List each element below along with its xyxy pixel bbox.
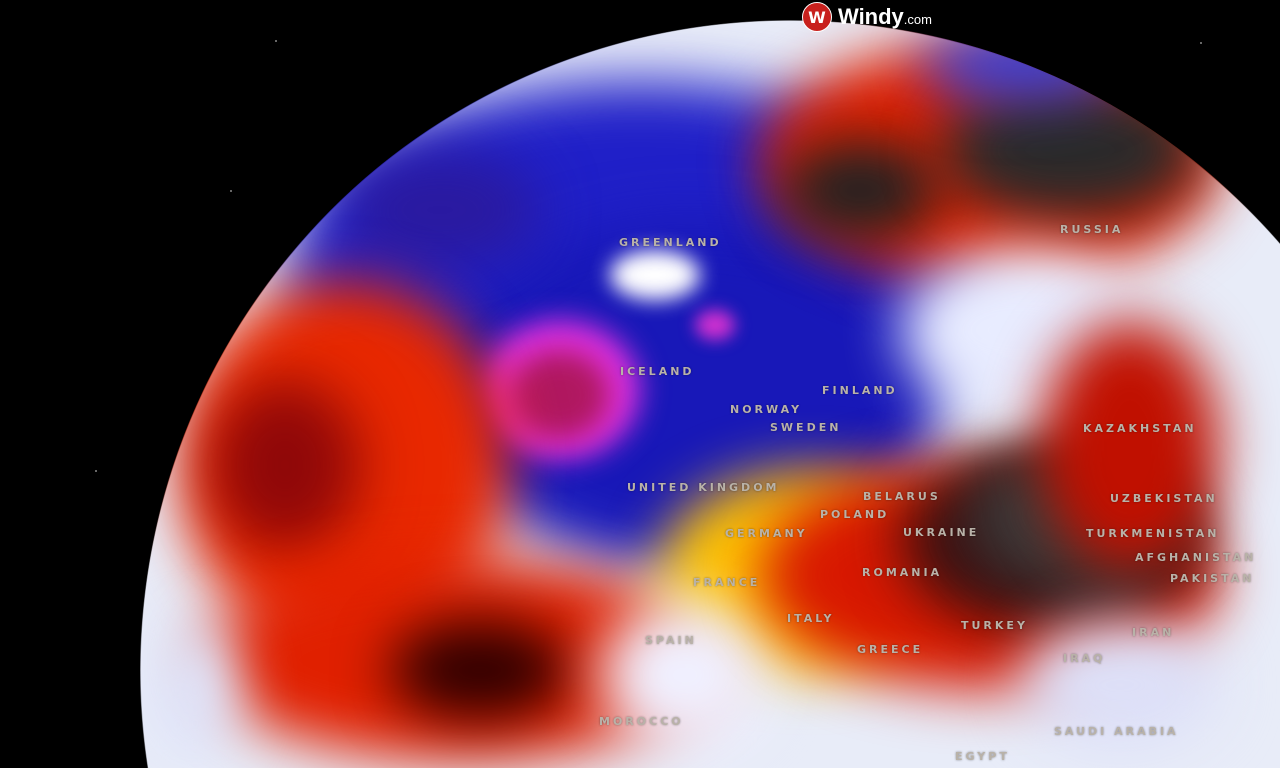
neutral-zone — [150, 620, 240, 760]
label-turkmenistan: TURKMENISTAN — [1086, 527, 1220, 540]
label-finland: FINLAND — [822, 384, 898, 397]
label-belarus: BELARUS — [863, 490, 941, 503]
cold-spot — [695, 310, 735, 340]
label-uzbekistan: UZBEKISTAN — [1110, 492, 1218, 505]
label-russia: RUSSIA — [1060, 223, 1124, 236]
label-morocco: MOROCCO — [599, 715, 684, 728]
label-turkey: TURKEY — [961, 619, 1028, 632]
neutral-zone — [600, 600, 770, 750]
label-poland: POLAND — [820, 508, 890, 521]
label-iraq: IRAQ — [1063, 652, 1106, 665]
star — [230, 190, 232, 192]
extreme-warm-anomaly — [780, 140, 940, 240]
windy-logo-icon: W — [802, 2, 832, 32]
brand-name-text: Windy — [838, 4, 904, 29]
cyclone-core — [510, 350, 610, 440]
extreme-warm-anomaly — [940, 80, 1200, 220]
label-pakistan: PAKISTAN — [1170, 572, 1255, 585]
label-italy: ITALY — [787, 612, 835, 625]
label-norway: NORWAY — [730, 403, 803, 416]
cold-anomaly — [340, 150, 540, 270]
label-egypt: EGYPT — [955, 750, 1010, 763]
warm-anomaly — [1040, 320, 1220, 570]
label-germany: GERMANY — [725, 527, 808, 540]
label-france: FRANCE — [693, 576, 761, 589]
brand-suffix: .com — [903, 12, 932, 27]
warm-anomaly — [210, 380, 360, 550]
cold-anomaly — [920, 30, 1120, 100]
label-united-kingdom: UNITED KINGDOM — [627, 481, 780, 494]
brand-name: Windy.com — [838, 4, 932, 30]
star — [1200, 42, 1202, 44]
label-romania: ROMANIA — [862, 566, 943, 579]
neutral-zone — [1020, 620, 1220, 750]
warm-anomaly — [390, 620, 570, 720]
label-greece: GREECE — [857, 643, 924, 656]
label-kazakhstan: KAZAKHSTAN — [1083, 422, 1197, 435]
globe-map[interactable] — [140, 20, 1280, 768]
label-sweden: SWEDEN — [770, 421, 842, 434]
label-saudi-arabia: SAUDI ARABIA — [1054, 725, 1179, 738]
label-iran: IRAN — [1132, 626, 1175, 639]
label-spain: SPAIN — [645, 634, 697, 647]
star — [95, 470, 97, 472]
label-afghanistan: AFGHANISTAN — [1135, 551, 1257, 564]
star — [275, 40, 277, 42]
windy-logo[interactable]: W Windy.com — [802, 2, 932, 32]
greenland-ice — [610, 250, 700, 300]
label-greenland: GREENLAND — [619, 236, 722, 249]
label-iceland: ICELAND — [620, 365, 695, 378]
label-ukraine: UKRAINE — [903, 526, 980, 539]
